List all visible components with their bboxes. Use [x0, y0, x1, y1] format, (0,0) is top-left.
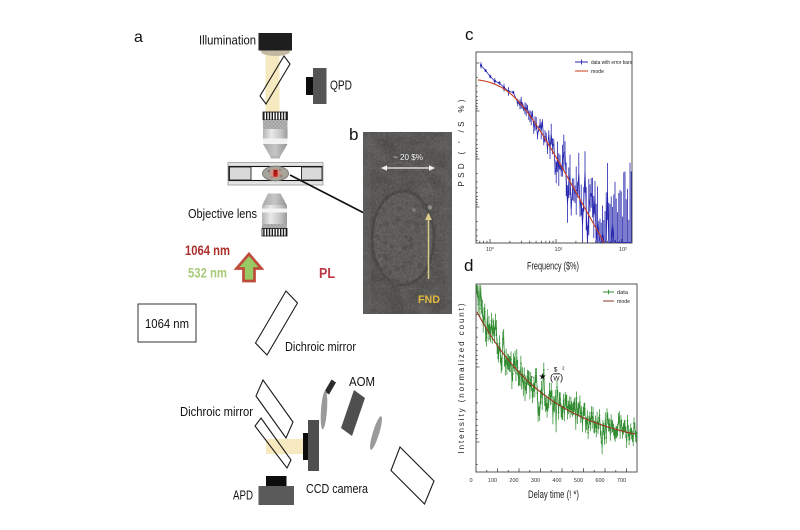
- svg-text:AOM: AOM: [349, 374, 375, 389]
- svg-text:d: d: [464, 256, 473, 275]
- svg-text:CCD camera: CCD camera: [306, 481, 369, 496]
- svg-text:PL: PL: [319, 266, 335, 282]
- svg-text:mode: mode: [617, 299, 630, 305]
- svg-text:$: $: [554, 367, 558, 374]
- svg-text:Dichroic mirror: Dichroic mirror: [180, 404, 254, 419]
- svg-text:-: -: [547, 367, 549, 373]
- svg-text:10¹: 10¹: [555, 247, 563, 253]
- svg-text:QPD: QPD: [330, 78, 352, 93]
- svg-text:Objective lens: Objective lens: [188, 206, 257, 221]
- svg-text:(: (: [550, 373, 554, 384]
- svg-text:a: a: [134, 29, 143, 46]
- svg-text:~: ~: [531, 375, 535, 381]
- svg-text:0: 0: [469, 478, 472, 484]
- svg-text:2: 2: [562, 366, 565, 371]
- svg-text:1064 nm: 1064 nm: [145, 316, 189, 331]
- svg-text:data with error bars: data with error bars: [591, 60, 632, 66]
- svg-text:700: 700: [617, 478, 626, 484]
- svg-text:): ): [560, 373, 563, 384]
- svg-text:W: W: [553, 376, 560, 383]
- svg-text:FND: FND: [418, 294, 440, 306]
- svg-text:★: ★: [539, 372, 547, 382]
- svg-text:600: 600: [595, 478, 604, 484]
- svg-text:~ 20 $%: ~ 20 $%: [393, 152, 423, 162]
- svg-text:Illumination: Illumination: [199, 33, 256, 48]
- svg-text:10²: 10²: [619, 247, 627, 253]
- svg-text:mode: mode: [591, 69, 604, 75]
- svg-text:APD: APD: [233, 488, 253, 503]
- svg-text:b: b: [349, 125, 358, 144]
- svg-text:Dichroic mirror: Dichroic mirror: [285, 339, 357, 354]
- svg-text:Delay time (! *): Delay time (! *): [528, 489, 579, 501]
- svg-text:200: 200: [509, 478, 518, 484]
- svg-text:1064 nm: 1064 nm: [185, 243, 230, 258]
- svg-text:500: 500: [574, 478, 583, 484]
- svg-text:Intensity (normalized count): Intensity (normalized count): [457, 303, 466, 453]
- svg-text:Frequency ($%): Frequency ($%): [527, 261, 579, 273]
- svg-text:c: c: [465, 25, 474, 44]
- svg-text:data: data: [617, 290, 628, 296]
- svg-text:PSD ( ' /S %): PSD ( ' /S %): [457, 99, 466, 186]
- svg-text:400: 400: [552, 478, 561, 484]
- svg-text:10°: 10°: [486, 247, 494, 253]
- svg-text:532 nm: 532 nm: [188, 266, 227, 281]
- svg-text:100: 100: [488, 478, 497, 484]
- svg-text:300: 300: [531, 478, 540, 484]
